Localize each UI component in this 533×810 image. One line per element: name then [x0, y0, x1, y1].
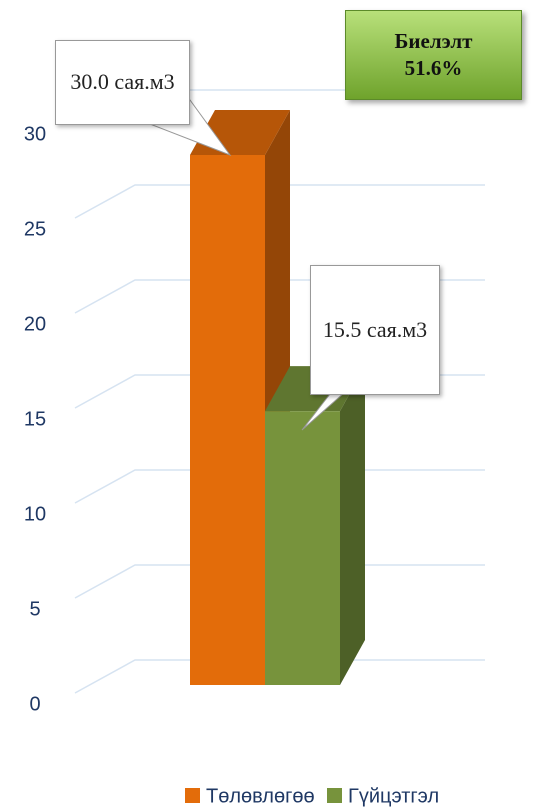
y-tick-label: 0 — [29, 693, 40, 715]
y-tick-label: 15 — [24, 408, 46, 430]
y-tick-label: 25 — [24, 218, 46, 240]
legend-label: Төлөвлөгөө — [206, 785, 315, 807]
annotation: Биелэлт 51.6% — [345, 10, 522, 100]
grid-line — [74, 184, 485, 219]
legend-label: Гүйцэтгэл — [348, 785, 439, 807]
grid-line — [74, 564, 485, 599]
bar — [190, 155, 265, 685]
data-label: 15.5 сая.м3 — [310, 265, 440, 395]
y-tick-label: 10 — [24, 503, 46, 525]
data-label: 30.0 сая.м3 — [55, 40, 190, 125]
legend-swatch — [327, 788, 342, 803]
grid-line — [74, 659, 485, 694]
bar — [265, 411, 340, 685]
legend-swatch — [185, 788, 200, 803]
bar-side — [340, 366, 365, 685]
y-tick-label: 30 — [24, 123, 46, 145]
y-tick-label: 5 — [29, 598, 40, 620]
y-tick-label: 20 — [24, 313, 46, 335]
grid-line — [74, 469, 485, 504]
